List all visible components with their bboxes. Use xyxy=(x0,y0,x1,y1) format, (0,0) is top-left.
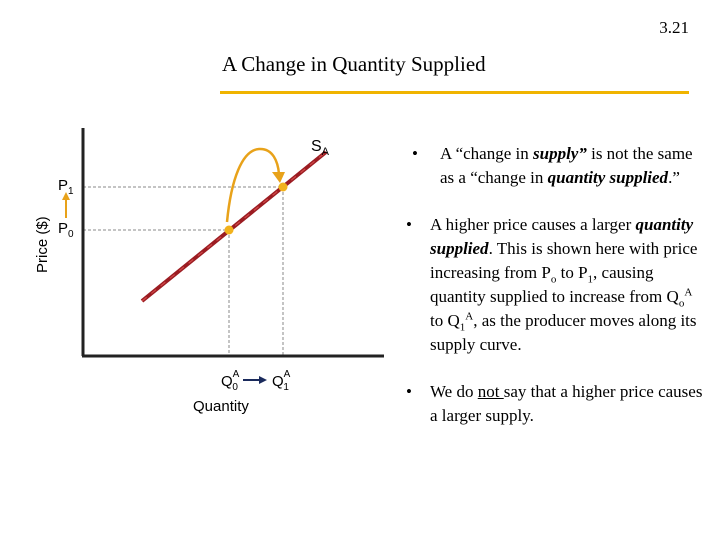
quantity-right-arrowhead xyxy=(259,376,267,384)
supply-diagram: SA P1 P0 QA 0 QA 1 Quantity Price ($) xyxy=(34,128,384,415)
bullet-list: • A “change in supply” is not the same a… xyxy=(406,142,706,451)
x-axis-label: Quantity xyxy=(193,398,249,415)
bullet-item: • A “change in supply” is not the same a… xyxy=(412,144,693,187)
bullet-item: • We do not say that a higher price caus… xyxy=(406,382,703,425)
slide-title: A Change in Quantity Supplied xyxy=(222,52,486,76)
q0-label: QA 0 xyxy=(221,369,240,393)
p1-label: P1 xyxy=(58,177,74,197)
bullet-dot: • xyxy=(406,382,412,401)
movement-arrowhead xyxy=(272,172,285,183)
y-axis-label: Price ($) xyxy=(34,216,51,273)
slide-number: 3.21 xyxy=(659,18,689,37)
bullet-dot: • xyxy=(412,144,418,163)
bullet-dot: • xyxy=(406,215,412,234)
bullet-item: • A higher price causes a larger quantit… xyxy=(406,215,698,354)
movement-arrow xyxy=(225,147,281,223)
supply-curve-label: SA xyxy=(311,138,330,158)
q1-label: QA 1 xyxy=(272,369,291,393)
point-p1q1 xyxy=(278,182,288,192)
point-p0q0 xyxy=(224,225,234,235)
p0-label: P0 xyxy=(58,220,74,240)
price-up-arrowhead xyxy=(62,192,70,200)
title-rule xyxy=(220,91,689,94)
supply-curve-dashes xyxy=(141,151,327,302)
